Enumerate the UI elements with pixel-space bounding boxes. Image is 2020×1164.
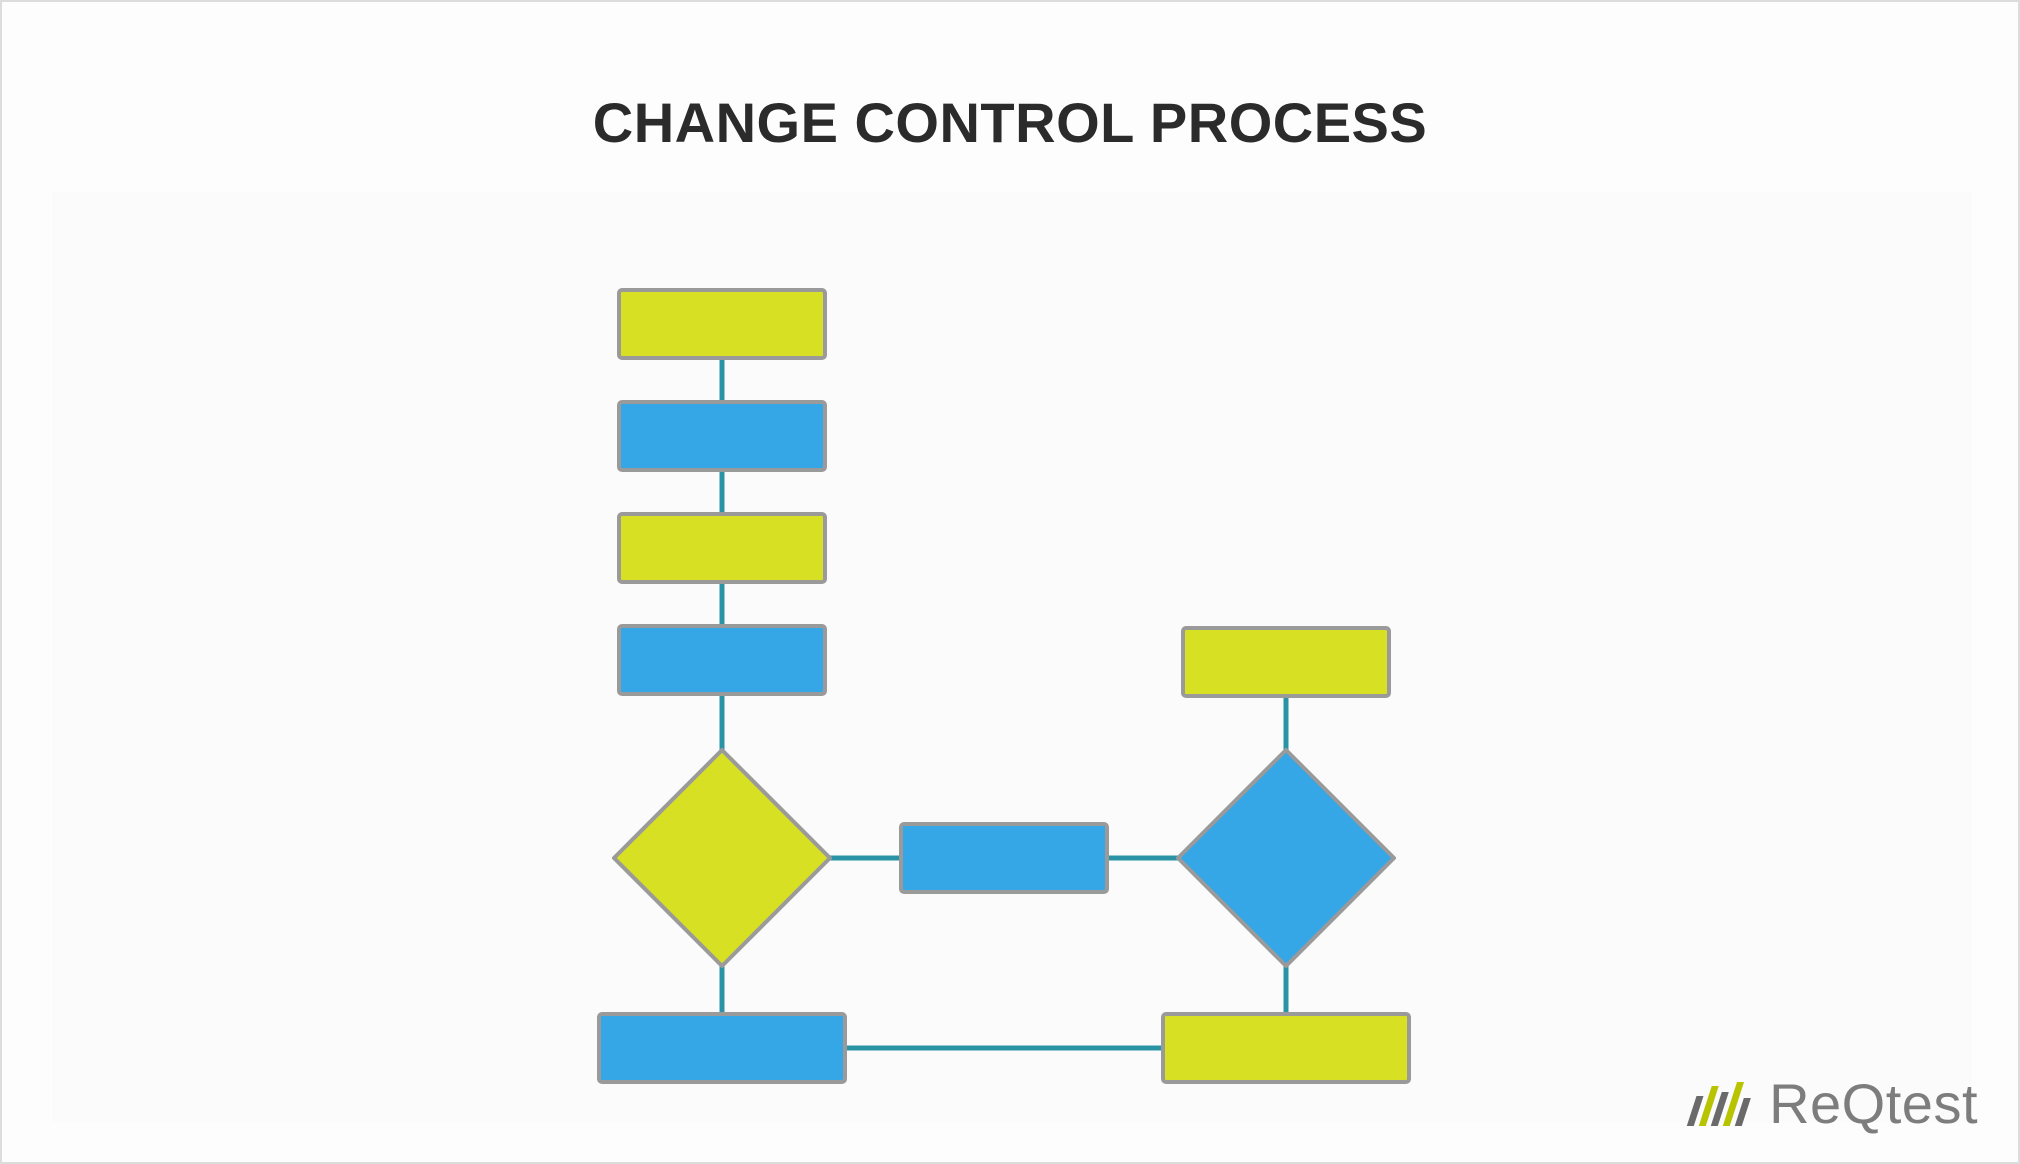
flow-process: [619, 290, 825, 358]
logo-text-test: test: [1886, 1072, 1978, 1135]
flow-process: [1183, 628, 1389, 696]
logo-text-q: Q: [1842, 1072, 1886, 1135]
flow-decision: [1178, 750, 1394, 966]
flowchart-svg: [52, 192, 1972, 1122]
flow-decision: [614, 750, 830, 966]
flow-process: [599, 1014, 845, 1082]
flow-process: [901, 824, 1107, 892]
slide-frame: CHANGE CONTROL PROCESS ReQtest: [0, 0, 2020, 1164]
flow-process: [619, 626, 825, 694]
slide-title: CHANGE CONTROL PROCESS: [593, 90, 1427, 155]
flowchart-canvas: [52, 192, 1972, 1122]
logo-text-re: Re: [1769, 1072, 1842, 1135]
flow-process: [619, 514, 825, 582]
flow-process: [619, 402, 825, 470]
logo-text: ReQtest: [1769, 1076, 1978, 1132]
flow-process: [1163, 1014, 1409, 1082]
logo-bars-icon: [1681, 1076, 1761, 1132]
brand-logo: ReQtest: [1681, 1076, 1978, 1132]
nodes-group: [599, 290, 1409, 1082]
